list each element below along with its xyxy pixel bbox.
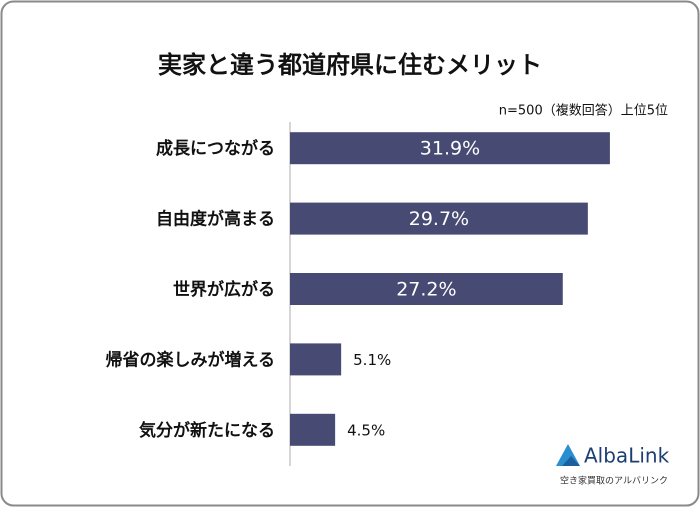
logo: AlbaLink 空き家買取のアルバリンク (556, 444, 670, 487)
chart-title: 実家と違う都道府県に住むメリット (158, 51, 542, 79)
value-label: 29.7% (409, 208, 469, 230)
logo-name: AlbaLink (584, 444, 670, 468)
value-label: 31.9% (420, 138, 480, 160)
category-label: 気分が新たになる (138, 420, 275, 441)
chart-subtitle: n=500（複数回答）上位5位 (499, 103, 668, 119)
bar (290, 343, 342, 376)
bar (290, 202, 588, 235)
value-label: 5.1% (353, 351, 391, 369)
bar (290, 273, 563, 305)
bar (290, 132, 610, 165)
category-label: 成長につながる (156, 138, 275, 159)
value-label: 4.5% (347, 421, 385, 439)
category-label: 帰省の楽しみが増える (106, 349, 276, 370)
value-label: 27.2% (396, 279, 456, 301)
logo-icon (562, 456, 580, 466)
logo-tagline: 空き家買取のアルバリンク (560, 475, 668, 487)
bar (290, 413, 336, 446)
category-label: 世界が広がる (173, 279, 275, 300)
category-label: 自由度が高まる (156, 209, 275, 230)
